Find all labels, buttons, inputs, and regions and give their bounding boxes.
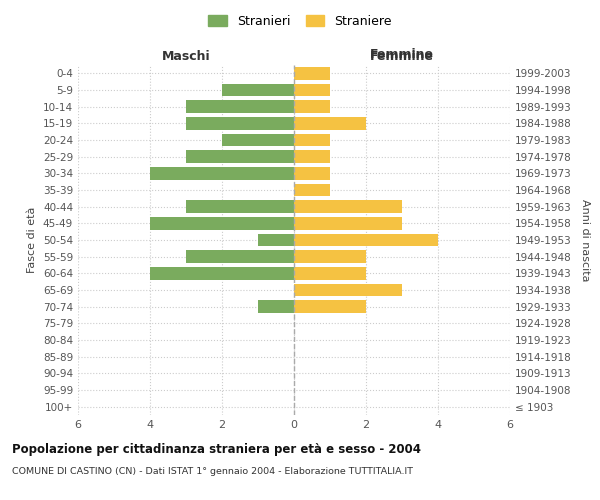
Bar	[294, 300, 366, 313]
Y-axis label: Fasce di età: Fasce di età	[28, 207, 37, 273]
Bar	[294, 117, 366, 130]
Bar	[294, 284, 402, 296]
Bar	[294, 234, 438, 246]
Bar	[186, 250, 294, 263]
Bar	[294, 217, 402, 230]
Bar	[150, 167, 294, 179]
Bar	[294, 150, 330, 163]
Text: Popolazione per cittadinanza straniera per età e sesso - 2004: Popolazione per cittadinanza straniera p…	[12, 442, 421, 456]
Legend: Stranieri, Straniere: Stranieri, Straniere	[205, 11, 395, 32]
Bar	[258, 234, 294, 246]
Bar	[294, 184, 330, 196]
Bar	[294, 100, 330, 113]
Bar	[294, 200, 402, 213]
Bar	[222, 134, 294, 146]
Bar	[150, 267, 294, 280]
Bar	[150, 217, 294, 230]
Bar	[222, 84, 294, 96]
Bar	[186, 150, 294, 163]
Text: Femmine: Femmine	[370, 50, 434, 62]
Bar	[294, 167, 330, 179]
Bar	[294, 67, 330, 80]
Bar	[186, 100, 294, 113]
Bar	[294, 267, 366, 280]
Bar	[294, 134, 330, 146]
Bar	[258, 300, 294, 313]
Bar	[294, 84, 330, 96]
Text: Maschi: Maschi	[161, 50, 211, 62]
Bar	[186, 200, 294, 213]
Y-axis label: Anni di nascita: Anni di nascita	[580, 198, 590, 281]
Text: Femmine: Femmine	[370, 48, 434, 62]
Bar	[294, 250, 366, 263]
Bar	[186, 117, 294, 130]
Text: COMUNE DI CASTINO (CN) - Dati ISTAT 1° gennaio 2004 - Elaborazione TUTTITALIA.IT: COMUNE DI CASTINO (CN) - Dati ISTAT 1° g…	[12, 468, 413, 476]
